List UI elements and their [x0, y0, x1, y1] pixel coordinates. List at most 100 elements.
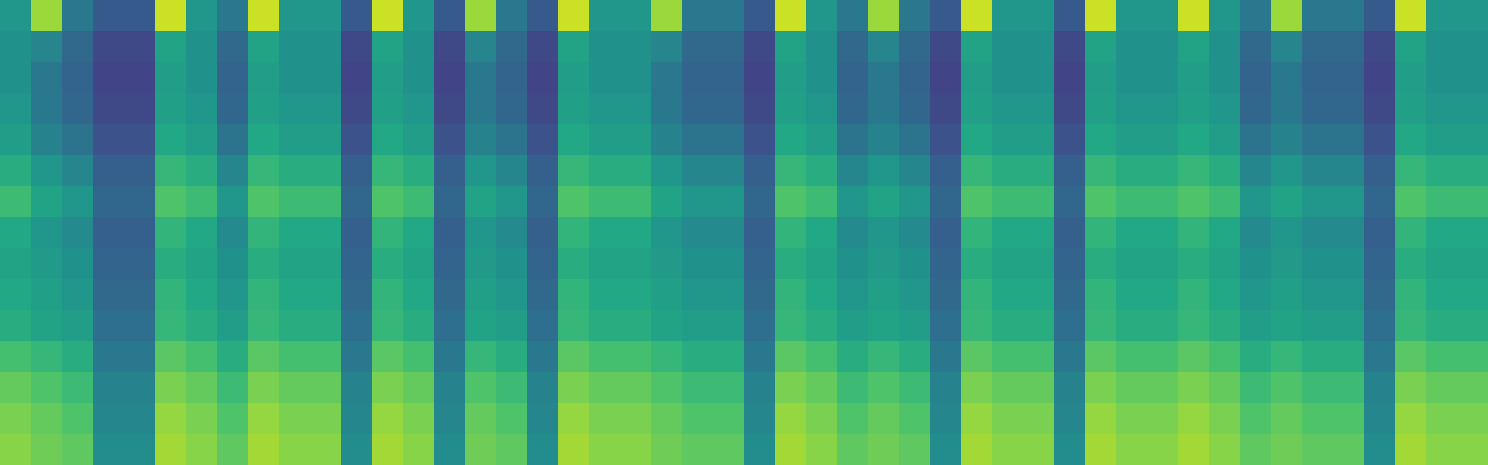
heatmap-cell: [124, 341, 156, 373]
heatmap-cell: [217, 403, 249, 435]
heatmap-cell: [217, 155, 249, 187]
heatmap-cell: [1116, 62, 1148, 94]
heatmap-cell: [558, 217, 590, 249]
heatmap-cell: [744, 341, 776, 373]
heatmap-cell: [341, 0, 373, 32]
heatmap-cell: [1209, 434, 1241, 465]
heatmap-cell: [217, 434, 249, 465]
heatmap-cell: [496, 62, 528, 94]
heatmap-cell: [310, 372, 342, 404]
heatmap-cell: [713, 31, 745, 63]
heatmap-cell: [186, 31, 218, 63]
heatmap-cell: [620, 341, 652, 373]
heatmap-cell: [961, 403, 993, 435]
heatmap-cell: [589, 93, 621, 125]
heatmap-cell: [1271, 124, 1303, 156]
heatmap-cell: [62, 279, 94, 311]
heatmap-cell: [465, 372, 497, 404]
heatmap-cell: [1023, 279, 1055, 311]
heatmap-cell: [1395, 93, 1427, 125]
heatmap-cell: [589, 310, 621, 342]
heatmap-cell: [775, 186, 807, 218]
heatmap-cell: [124, 217, 156, 249]
heatmap-cell: [1457, 341, 1488, 373]
heatmap-cell: [620, 0, 652, 32]
heatmap-cell: [930, 186, 962, 218]
heatmap-cell: [124, 310, 156, 342]
heatmap-cell: [527, 310, 559, 342]
heatmap-cell: [93, 341, 125, 373]
heatmap-cell: [1426, 310, 1458, 342]
heatmap-cell: [62, 155, 94, 187]
heatmap-cell: [930, 434, 962, 465]
heatmap-cell: [744, 248, 776, 280]
heatmap-cell: [1457, 217, 1488, 249]
heatmap-cell: [589, 124, 621, 156]
heatmap-cell: [310, 279, 342, 311]
heatmap-cell: [1426, 279, 1458, 311]
heatmap-cell: [868, 217, 900, 249]
heatmap-cell: [620, 279, 652, 311]
heatmap-cell: [651, 0, 683, 32]
heatmap-cell: [217, 341, 249, 373]
heatmap-cell: [0, 248, 32, 280]
heatmap-cell: [248, 341, 280, 373]
heatmap-cell: [837, 279, 869, 311]
heatmap-cell: [1271, 403, 1303, 435]
heatmap-cell: [1395, 372, 1427, 404]
heatmap-cell: [744, 279, 776, 311]
heatmap-cell: [1457, 155, 1488, 187]
heatmap-cell: [403, 31, 435, 63]
heatmap-cell: [1302, 279, 1334, 311]
heatmap-cell: [1023, 217, 1055, 249]
heatmap-cell: [961, 31, 993, 63]
heatmap-cell: [930, 155, 962, 187]
heatmap-cell: [806, 372, 838, 404]
heatmap-cell: [31, 186, 63, 218]
heatmap-cell: [1457, 279, 1488, 311]
heatmap-cell: [992, 372, 1024, 404]
heatmap-cell: [310, 62, 342, 94]
heatmap-cell: [93, 403, 125, 435]
heatmap-cell: [186, 341, 218, 373]
heatmap-cell: [1302, 248, 1334, 280]
heatmap-cell: [1116, 124, 1148, 156]
heatmap-cell: [930, 341, 962, 373]
heatmap-cell: [868, 155, 900, 187]
heatmap-cell: [434, 62, 466, 94]
heatmap-cell: [1395, 155, 1427, 187]
heatmap-cell: [1395, 279, 1427, 311]
heatmap-cell: [527, 217, 559, 249]
heatmap-cell: [1240, 434, 1272, 465]
heatmap-cell: [868, 248, 900, 280]
heatmap-cell: [837, 93, 869, 125]
heatmap-cell: [465, 279, 497, 311]
heatmap-cell: [1457, 248, 1488, 280]
heatmap-cell: [279, 341, 311, 373]
heatmap-cell: [620, 248, 652, 280]
heatmap-cell: [1023, 341, 1055, 373]
heatmap-cell: [341, 155, 373, 187]
heatmap-cell: [124, 93, 156, 125]
heatmap-cell: [961, 434, 993, 465]
heatmap-cell: [465, 155, 497, 187]
heatmap-cell: [1023, 62, 1055, 94]
heatmap-cell: [589, 0, 621, 32]
heatmap-cell: [1395, 310, 1427, 342]
heatmap-cell: [1364, 186, 1396, 218]
heatmap-cell: [806, 217, 838, 249]
heatmap-cell: [1457, 403, 1488, 435]
heatmap-cell: [806, 31, 838, 63]
heatmap-cell: [186, 248, 218, 280]
heatmap-cell: [620, 403, 652, 435]
heatmap-cell: [1364, 279, 1396, 311]
heatmap-cell: [961, 279, 993, 311]
heatmap-cell: [1054, 93, 1086, 125]
heatmap-cell: [1147, 124, 1179, 156]
heatmap-cell: [961, 155, 993, 187]
heatmap-cell: [310, 155, 342, 187]
heatmap-cell: [1426, 62, 1458, 94]
heatmap-cell: [589, 372, 621, 404]
heatmap-cell: [589, 248, 621, 280]
heatmap-cell: [837, 403, 869, 435]
